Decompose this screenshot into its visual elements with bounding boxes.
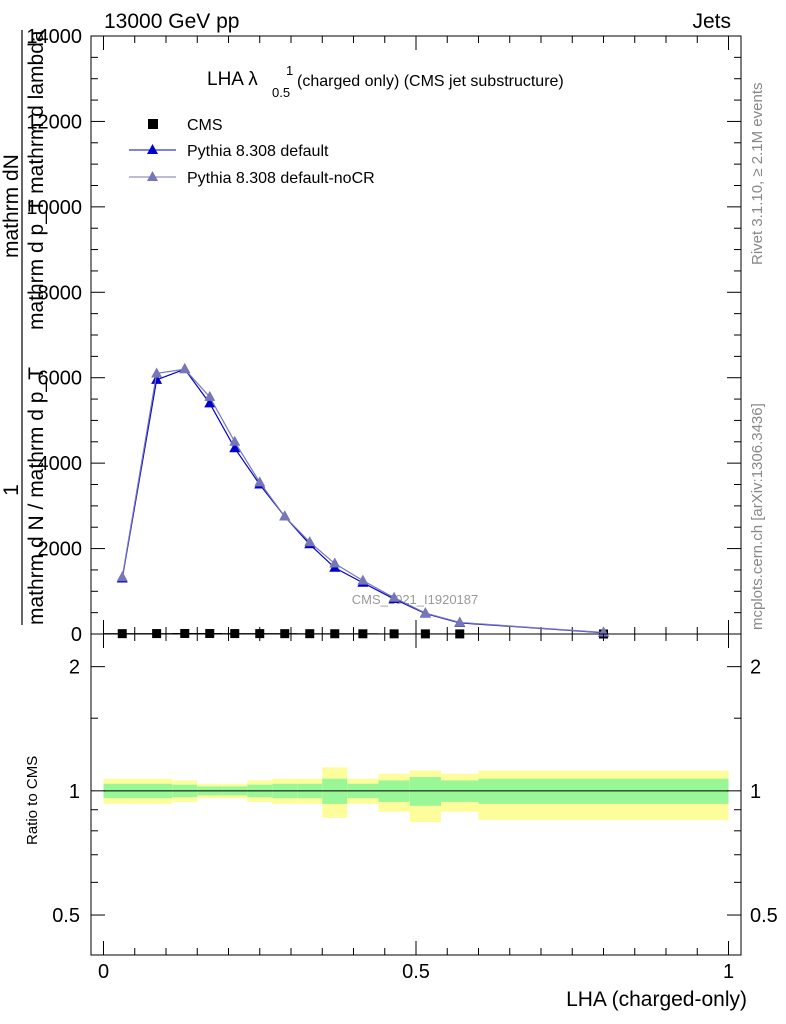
bottom-x-tick-label: 0 — [98, 961, 109, 983]
legend-label-nocr: Pythia 8.308 default-noCR — [187, 170, 375, 187]
ratio-inner-band — [409, 777, 441, 806]
pythia-default-point — [204, 397, 216, 408]
top-y-tick-label: 10000 — [26, 197, 82, 219]
top-y-tick-label: 12000 — [26, 111, 82, 133]
title-main: LHA λ — [207, 69, 258, 90]
y-label-mid: mathrm d p_T mathrm d lambda — [25, 30, 48, 330]
top-y-tick-label: 8000 — [38, 282, 83, 304]
title-sub: 0.5 — [272, 85, 290, 100]
pythia-nocr-point — [304, 536, 316, 547]
rivet-label: Rivet 3.1.10, ≥ 2.1M events — [749, 83, 766, 266]
legend-label-default: Pythia 8.308 default — [187, 143, 329, 160]
top-tick-group: 0 2000 4000 6000 8000 10000 12000 14000 — [26, 26, 741, 646]
bottom-tick-group: 0 0.5 1 0.5 0.5 1 1 2 2 — [52, 634, 778, 983]
pythia-nocr-point — [388, 591, 400, 602]
pythia-nocr-point — [116, 571, 128, 582]
ratio-y-label: Ratio to CMS — [24, 756, 41, 845]
energy-label: 13000 GeV pp — [104, 10, 239, 33]
y-label-den: mathrm d N / mathrm d p_T — [25, 367, 48, 625]
cms-data-point — [180, 628, 190, 638]
pythia-nocr-point — [179, 363, 191, 374]
pythia-nocr-point — [454, 616, 466, 627]
ratio-y-tick-label-right: 0.5 — [750, 905, 778, 927]
top-y-tick-label: 6000 — [38, 368, 83, 390]
mcplots-label: mcplots.cern.ch [arXiv:1306.3436] — [749, 403, 766, 630]
ratio-y-tick-label-left: 2 — [69, 657, 80, 679]
legend-label-cms: CMS — [187, 117, 223, 134]
title-sup: 1 — [286, 63, 293, 78]
analysis-watermark: CMS_2021_I1920187 — [352, 592, 479, 607]
top-y-tick-label: 2000 — [38, 539, 83, 561]
top-y-tick-label: 0 — [71, 624, 82, 646]
y-label-one: 1 — [0, 484, 23, 496]
title-rest: (charged only) (CMS jet substructure) — [297, 73, 564, 90]
pythia-nocr-point — [357, 574, 369, 585]
legend-marker-cms — [148, 119, 158, 129]
pythia-default-point — [151, 373, 163, 384]
bottom-x-tick-label: 1 — [723, 961, 734, 983]
pythia-nocr-line — [121, 368, 604, 634]
pythia-nocr-point — [204, 390, 216, 401]
pythia-nocr-point — [254, 476, 266, 487]
category-label: Jets — [692, 10, 731, 33]
pythia-nocr-point — [151, 367, 163, 378]
y-label-num: mathrm dN — [0, 154, 23, 258]
legend-marker-nocr — [147, 171, 158, 181]
top-y-tick-label: 4000 — [38, 453, 83, 475]
legend: CMS Pythia 8.308 default Pythia 8.308 de… — [129, 117, 375, 187]
pythia-nocr-point — [329, 557, 341, 568]
ratio-y-tick-label-right: 2 — [750, 657, 761, 679]
pythia-nocr-point — [279, 510, 291, 521]
top-y-axis-label: 1 mathrm d N / mathrm d p_T mathrm dN ma… — [0, 30, 48, 625]
ratio-band-group — [103, 767, 729, 823]
legend-marker-default — [147, 144, 158, 154]
pythia-default-point — [229, 442, 241, 453]
pythia-nocr-point — [419, 607, 431, 618]
ratio-y-tick-label-right: 1 — [750, 781, 761, 803]
bottom-x-tick-label: 0.5 — [402, 961, 430, 983]
x-axis-label: LHA (charged-only) — [566, 988, 747, 1011]
pythia-nocr-point — [229, 435, 241, 446]
top-y-tick-label: 14000 — [26, 26, 82, 48]
ratio-y-tick-label-left: 1 — [69, 781, 80, 803]
ratio-y-tick-label-left: 0.5 — [52, 905, 80, 927]
plot-title: LHA λ 1 0.5 (charged only) (CMS jet subs… — [207, 63, 564, 100]
